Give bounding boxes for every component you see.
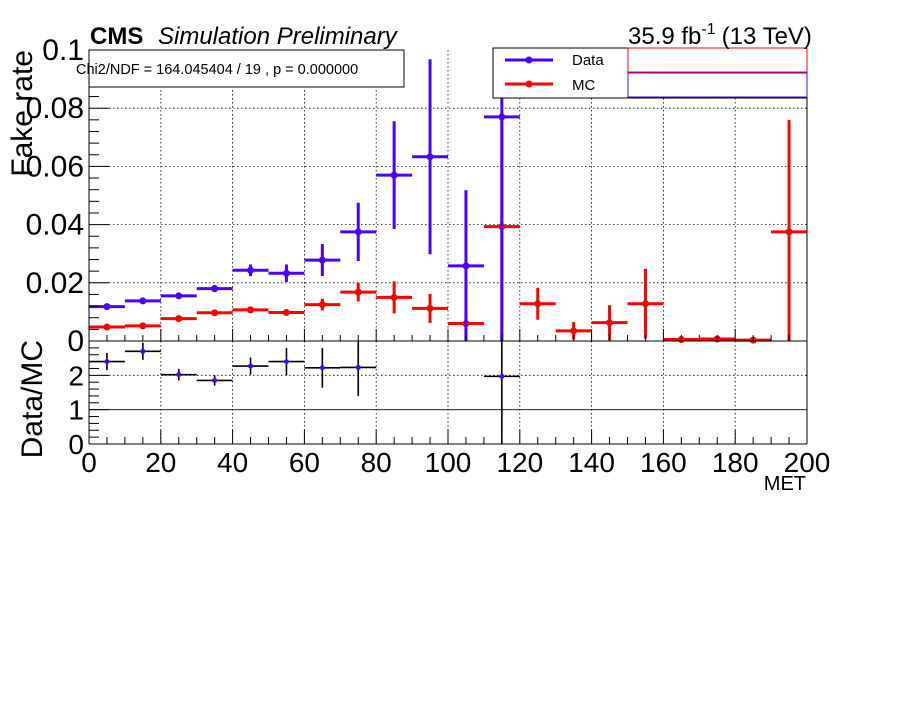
ratio-y-axis-title: Data/MC (16, 340, 49, 458)
mc-point (282, 308, 290, 316)
data-point (247, 266, 255, 274)
mc-point (211, 309, 219, 317)
ratio-x-tick-label: 60 (289, 447, 320, 478)
data-point (462, 262, 470, 270)
mc-point (785, 228, 793, 236)
legend-box-blue (627, 72, 808, 98)
ratio-point (212, 377, 218, 383)
main-y-axis-title: Fake rate (6, 50, 39, 177)
ratio-x-tick-label: 40 (217, 447, 248, 478)
ratio-y-tick-label: 1 (68, 395, 84, 426)
mc-point (641, 300, 649, 308)
main-panel-series (89, 50, 807, 344)
ratio-x-tick-label: 80 (361, 447, 392, 478)
ratio-point (499, 373, 505, 379)
data-point (390, 171, 398, 179)
mc-point (354, 288, 362, 296)
ratio-x-tick-label: 100 (425, 447, 472, 478)
mc-point (139, 322, 147, 330)
ratio-panel-series (89, 341, 520, 444)
ratio-x-tick-label: 20 (145, 447, 176, 478)
main-y-tick-label: 0.04 (26, 209, 84, 242)
data-point (103, 303, 111, 311)
data-point (426, 153, 434, 161)
ratio-point (319, 365, 325, 371)
fit-result-box: Chi2/NDF = 164.045404 / 19 , p = 0.00000… (76, 49, 405, 88)
mc-point (247, 306, 255, 314)
legend: Data MC (492, 47, 808, 99)
main-y-tick-label: 0.1 (42, 34, 84, 67)
ratio-x-tick-label: 200 (784, 447, 831, 478)
legend-mc-marker (525, 80, 533, 88)
data-point (139, 297, 147, 305)
mc-point (175, 315, 183, 323)
fit-result-text: Chi2/NDF = 164.045404 / 19 , p = 0.00000… (76, 62, 358, 78)
ratio-y-tick-label: 0 (68, 429, 84, 460)
legend-mc-label: MC (572, 77, 595, 94)
legend-data-label: Data (572, 52, 604, 69)
ratio-x-tick-label: 140 (568, 447, 615, 478)
mc-point (534, 300, 542, 308)
data-point (498, 113, 506, 121)
data-point (211, 285, 219, 293)
ratio-x-tick-label: 160 (640, 447, 687, 478)
x-axis-title: MET (764, 473, 806, 495)
mc-point (570, 327, 578, 335)
ratio-x-tick-label: 180 (712, 447, 759, 478)
legend-box-red (627, 47, 808, 73)
mc-point (606, 319, 614, 327)
ratio-point (176, 372, 182, 378)
ratio-point (104, 359, 110, 365)
data-point (354, 228, 362, 236)
legend-data-marker (525, 56, 533, 64)
data-point (175, 292, 183, 300)
mc-point (390, 293, 398, 301)
ratio-x-tick-label: 0 (81, 447, 97, 478)
ratio-point (140, 348, 146, 354)
status-label: Simulation Preliminary (158, 23, 399, 50)
main-y-tick-label: 0.02 (26, 267, 84, 300)
ratio-panel-grid (89, 341, 807, 444)
main-panel-axes: 0 0.02 0.04 0.06 0.08 0.1 (26, 34, 808, 358)
experiment-label: CMS (90, 23, 143, 50)
ratio-point (355, 364, 361, 370)
ratio-point (248, 363, 254, 369)
ratio-x-tick-label: 120 (496, 447, 543, 478)
lumi-label: 35.9 fb-1 (13 TeV) (628, 21, 812, 50)
main-y-tick-label: 0.06 (26, 150, 84, 183)
data-point (318, 256, 326, 264)
ratio-point (283, 359, 289, 365)
main-y-tick-label: 0.08 (26, 92, 84, 125)
ratio-y-tick-label: 2 (68, 360, 84, 391)
data-point (282, 269, 290, 277)
mc-point (426, 304, 434, 312)
main-y-tick-label: 0 (67, 325, 84, 358)
mc-point (318, 301, 326, 309)
mc-point (103, 323, 111, 331)
